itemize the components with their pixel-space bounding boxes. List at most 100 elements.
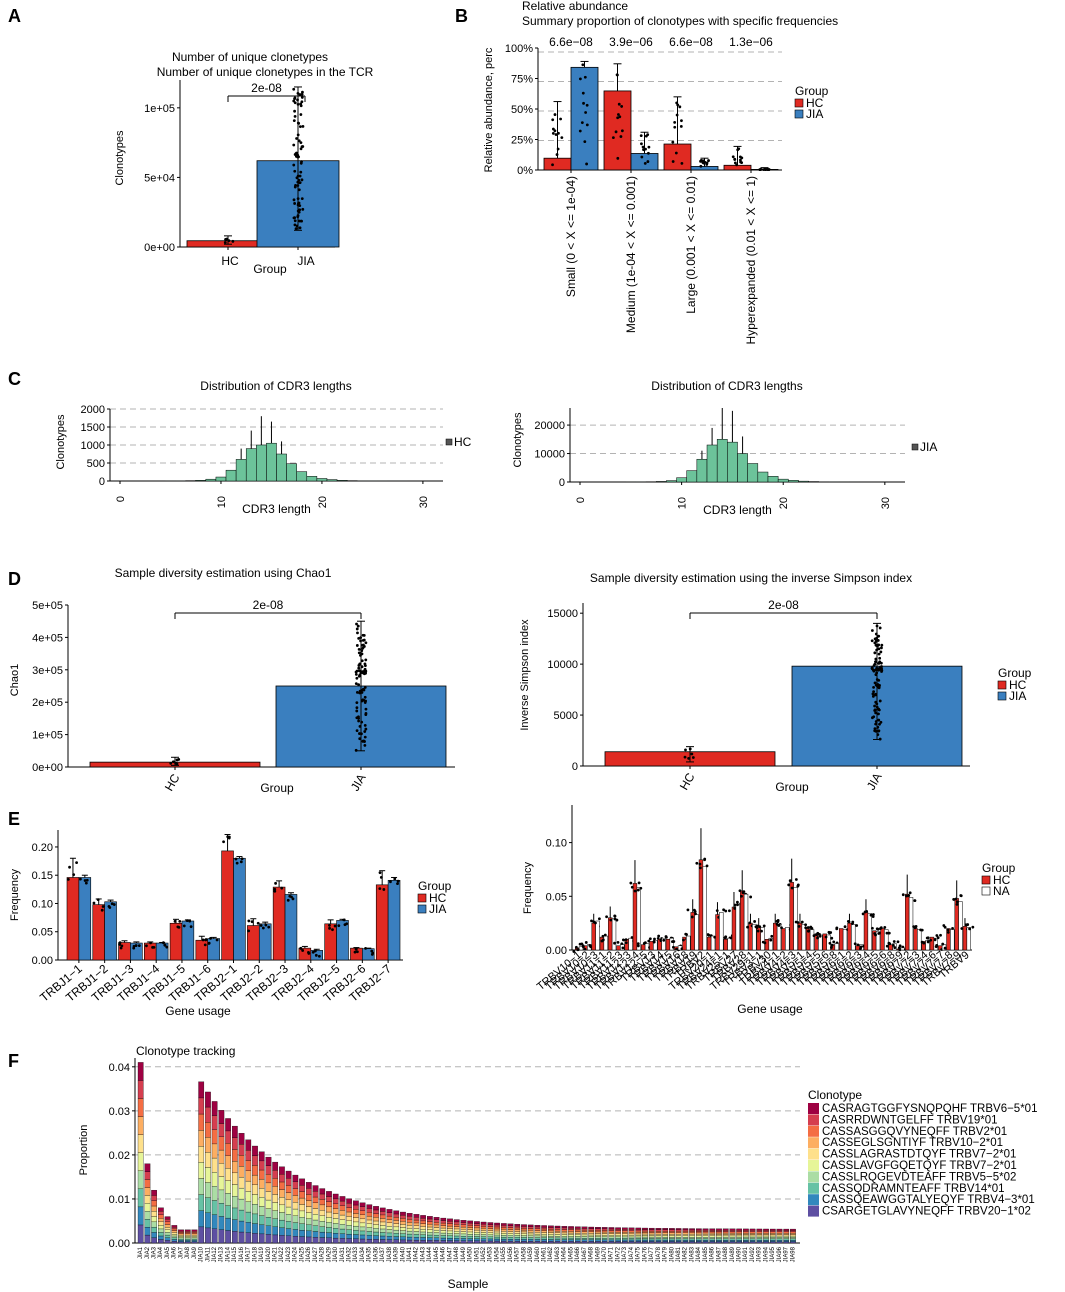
f-stack-bar (137, 1224, 144, 1244)
e2-data-point (908, 891, 912, 895)
f-stack-bar (373, 1231, 379, 1236)
e2-data-point (824, 935, 828, 939)
f-stack-bar (231, 1161, 238, 1174)
e2-data-point (787, 883, 791, 887)
f-stack-bar (238, 1176, 245, 1189)
f-stack-bar (279, 1235, 285, 1244)
f-stack-bar (359, 1230, 366, 1236)
c2-x-tick-label: 20 (778, 497, 790, 509)
e2-bar-hc (880, 928, 885, 951)
f-x-tick-label: JIA12 (212, 1246, 218, 1262)
f-stack-bar (601, 1228, 608, 1231)
f-stack-bar (635, 1232, 642, 1235)
f-stack-bar (420, 1220, 426, 1224)
f-stack-bar (561, 1226, 568, 1229)
f-stack-bar (615, 1236, 621, 1239)
d2-data-point (875, 666, 879, 670)
e1-bar-hc (92, 904, 105, 961)
e1-data-point (79, 877, 82, 881)
f-stack-bar (776, 1234, 783, 1237)
f-stack-bar (373, 1220, 379, 1225)
d2-data-point (876, 634, 880, 638)
d1-x-tick-label: JIA (348, 772, 369, 794)
f-stack-bar (722, 1241, 729, 1244)
f-stack-bar (494, 1238, 500, 1242)
e2-data-point (869, 913, 873, 917)
f-stack-bar (447, 1223, 453, 1227)
f-x-tick-label: JIA7 (178, 1246, 184, 1259)
e1-data-point (204, 938, 208, 942)
f-legend-label: CASSASGGQVYNEQFF TRBV2*01 (822, 1126, 1007, 1138)
f-stack-bar (648, 1235, 655, 1238)
e1-data-point (134, 944, 138, 947)
f-stack-bar (265, 1191, 272, 1201)
f-x-tick-label: JIA91 (743, 1246, 749, 1262)
f-stack-bar (500, 1227, 507, 1230)
f-stack-bar (722, 1235, 729, 1238)
e1-y-tick-label: 0.00 (32, 955, 53, 967)
d1-data-point (357, 664, 361, 667)
d1-data-point (360, 720, 364, 724)
f-stack-bar (568, 1237, 574, 1240)
f-stack-bar (151, 1200, 157, 1207)
d1-data-point (363, 672, 366, 676)
f-stack-bar (574, 1233, 581, 1235)
e1-data-point (273, 887, 277, 891)
c2-hist-bar (666, 480, 677, 483)
e2-data-point (855, 924, 859, 927)
e2-bar-na (710, 935, 716, 951)
d1-data-point (355, 669, 359, 673)
e2-bar-na (834, 943, 839, 951)
f-stack-bar (279, 1219, 285, 1228)
f-stack-bar (164, 1237, 171, 1241)
d1-data-point (360, 652, 364, 656)
f-stack-bar (494, 1228, 500, 1232)
f-stack-bar (790, 1235, 796, 1238)
f-stack-bar (272, 1226, 279, 1236)
f-stack-bar (265, 1217, 272, 1226)
f-stack-bar (427, 1218, 433, 1222)
f-stack-bar (561, 1229, 568, 1232)
f-stack-bar (514, 1229, 521, 1232)
f-stack-bar (312, 1214, 319, 1221)
d1-y-tick-label: 1e+05 (32, 730, 63, 742)
f-stack-bar (763, 1235, 769, 1238)
d2-data-point (874, 692, 877, 696)
f-stack-bar (332, 1193, 339, 1200)
f-stack-bar (178, 1238, 184, 1241)
e2-data-point (581, 945, 585, 949)
f-x-tick-label: JIA40 (400, 1246, 406, 1262)
c1-x-tick-label: 30 (418, 496, 430, 508)
f-stack-bar (467, 1240, 474, 1244)
d2-data-point (879, 661, 883, 665)
d1-data-point (363, 743, 367, 747)
b-y-tick-label: 0% (517, 165, 533, 177)
f-x-tick-label: JIA15 (232, 1246, 238, 1262)
e1-data-point (85, 878, 89, 882)
f-x-tick-label: JIA19 (259, 1246, 265, 1262)
e2-data-point (775, 919, 779, 923)
f-stack-bar (776, 1238, 783, 1241)
f-stack-bar (527, 1226, 534, 1229)
f-stack-bar (568, 1232, 574, 1235)
e2-y-tick-label: 0.10 (546, 838, 567, 850)
f-stack-bar (588, 1241, 595, 1244)
f-stack-bar (749, 1234, 756, 1237)
f-x-tick-label: JIA23 (286, 1246, 292, 1262)
b-x-tick-label: Large (0.001 < X <= 0.01) (684, 176, 698, 314)
e2-data-point (738, 889, 742, 893)
e2-bar-hc (954, 898, 959, 951)
e1-data-point (307, 952, 311, 955)
d2-data-point (879, 650, 883, 654)
d2-data-point (871, 692, 875, 696)
e1-data-point (379, 875, 383, 879)
f-stack-bar (729, 1234, 736, 1237)
f-stack-bar (521, 1229, 527, 1233)
e2-bar-na (908, 897, 914, 951)
f-stack-bar (312, 1237, 319, 1244)
b-data-point (680, 162, 684, 165)
e2-data-point (934, 945, 938, 949)
f-stack-bar (413, 1237, 420, 1241)
f-stack-bar (299, 1230, 305, 1237)
